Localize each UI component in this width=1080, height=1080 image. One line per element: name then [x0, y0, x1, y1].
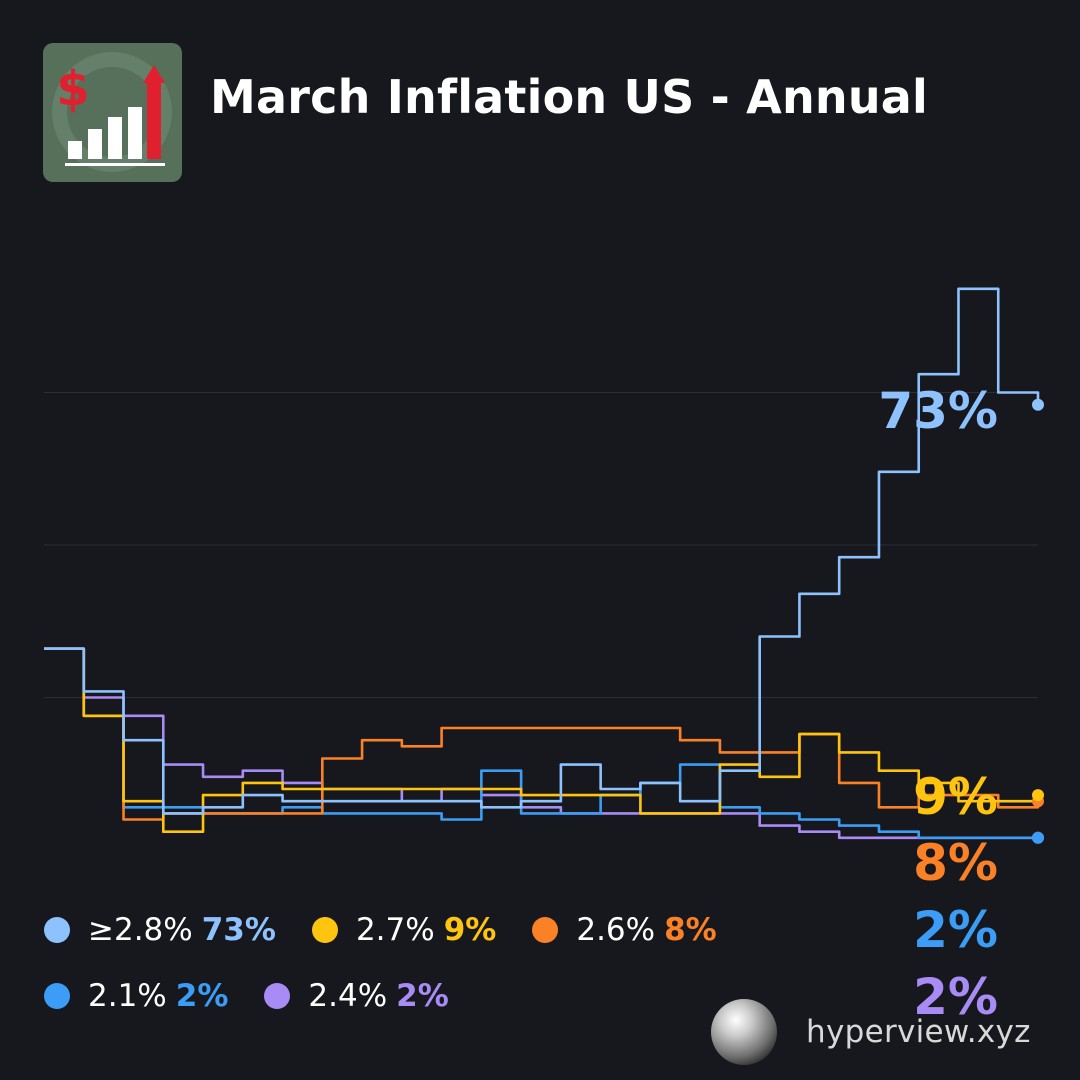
legend-row-2: 2.1% 2% 2.4% 2% — [44, 978, 485, 1014]
legend-dot — [311, 917, 338, 943]
gridlines — [44, 392, 1038, 698]
legend-dot — [44, 917, 70, 943]
series-line-5 — [44, 647, 1038, 840]
series-line-4 — [44, 647, 1038, 840]
series-end-label-3: 8% — [913, 834, 998, 892]
series-line-1 — [44, 287, 1040, 815]
series-endpoint-4 — [1032, 831, 1044, 844]
legend-label: 2.1% — [88, 978, 167, 1014]
series-end-label-2: 9% — [913, 768, 998, 826]
series-end-label-4: 2% — [913, 901, 998, 959]
series-endpoint-2 — [1032, 789, 1044, 802]
app-icon: $ — [43, 43, 182, 182]
series-line-2 — [44, 647, 1040, 833]
page-title: March Inflation US - Annual — [210, 70, 928, 124]
legend-label: ≥2.8% — [88, 912, 193, 948]
legend-item: ≥2.8% 73% — [44, 912, 276, 948]
legend-value: 8% — [664, 912, 717, 948]
legend-dot — [264, 983, 291, 1009]
legend-value: 73% — [201, 912, 276, 948]
legend-dot — [532, 917, 559, 943]
svg-text:$: $ — [56, 61, 89, 117]
series-endpoint-1 — [1032, 398, 1044, 411]
hyperview-orb-icon — [711, 999, 777, 1065]
legend-value: 9% — [443, 912, 497, 948]
legend-row-1: ≥2.8% 73% 2.7% 9% 2.6% 8% — [44, 912, 753, 948]
legend-item: 2.4% 2% — [264, 978, 449, 1014]
legend-item: 2.6% 8% — [532, 912, 717, 948]
brand[interactable]: hyperview.xyz — [708, 996, 1031, 1068]
inflation-chart-dollar-icon: $ — [43, 43, 182, 182]
legend-label: 2.6% — [576, 912, 656, 948]
legend-dot — [44, 983, 70, 1009]
series-end-labels: 73% 9% 8% 2% 2% — [878, 382, 998, 1026]
legend-value: 2% — [175, 978, 229, 1014]
legend-item: 2.7% 9% — [311, 912, 497, 948]
legend-value: 2% — [396, 978, 449, 1014]
series-endpoints — [1032, 398, 1044, 844]
series-end-label-5: 2% — [913, 968, 998, 1026]
legend-label: 2.4% — [308, 978, 388, 1014]
series-lines — [44, 287, 1040, 840]
legend-item: 2.1% 2% — [44, 978, 228, 1014]
brand-label: hyperview.xyz — [806, 1014, 1031, 1050]
series-end-label-1: 73% — [878, 382, 998, 440]
legend-label: 2.7% — [355, 912, 435, 948]
